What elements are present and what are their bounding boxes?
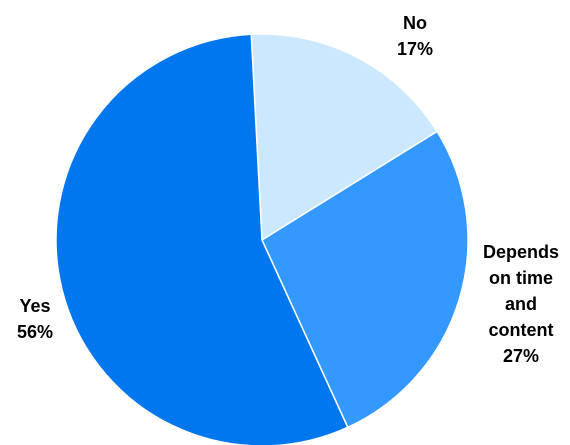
data-label-1-line-4: 27% <box>503 346 539 366</box>
pie-slice-1 <box>261 130 469 429</box>
data-label-2-line-0: Yes <box>19 296 50 316</box>
data-label-1-line-1: on time <box>489 268 553 288</box>
data-label-1: Depends on time and content 27% <box>483 242 559 366</box>
data-label-1-line-3: content <box>489 320 554 340</box>
pie-slice-0 <box>250 33 439 242</box>
data-label-0: No 17% <box>397 13 433 59</box>
data-label-0-line-0: No <box>403 13 427 33</box>
data-label-0-line-1: 17% <box>397 39 433 59</box>
data-label-1-line-2: and <box>505 294 537 314</box>
data-label-2-line-1: 56% <box>17 322 53 342</box>
data-label-1-line-0: Depends <box>483 242 559 262</box>
data-label-2: Yes 56% <box>17 296 53 342</box>
pie-slice-2 <box>55 33 349 445</box>
